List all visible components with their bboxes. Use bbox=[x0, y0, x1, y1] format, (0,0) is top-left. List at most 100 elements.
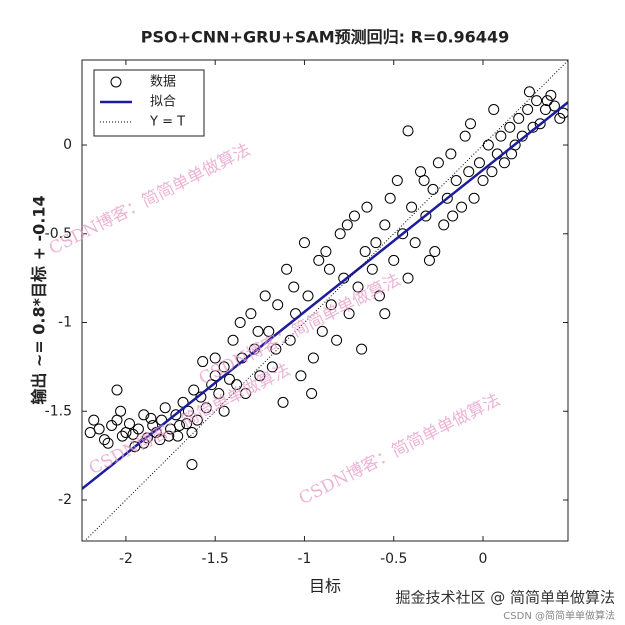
data-point bbox=[441, 192, 453, 204]
data-point bbox=[197, 356, 209, 368]
y-tick-label: -1.5 bbox=[45, 403, 72, 419]
data-point bbox=[373, 290, 385, 302]
data-point bbox=[548, 100, 560, 112]
data-point bbox=[259, 290, 271, 302]
data-point bbox=[234, 317, 246, 329]
y-tick-label: -2 bbox=[58, 492, 72, 508]
data-point bbox=[423, 254, 435, 266]
x-tick-label: -0.5 bbox=[380, 551, 407, 567]
data-point bbox=[98, 434, 110, 446]
data-point bbox=[406, 201, 418, 213]
plot-frame bbox=[81, 59, 569, 542]
data-point bbox=[482, 139, 494, 151]
x-axis-label: 目标 bbox=[309, 577, 341, 596]
fit-line bbox=[82, 101, 568, 490]
data-point bbox=[252, 325, 264, 337]
data-point bbox=[334, 228, 346, 240]
legend-label: 拟合 bbox=[150, 95, 176, 110]
data-point bbox=[245, 308, 257, 320]
data-point bbox=[213, 388, 225, 400]
data-point bbox=[388, 254, 400, 266]
data-point bbox=[186, 427, 198, 439]
data-point bbox=[111, 384, 123, 396]
data-point bbox=[352, 281, 364, 293]
data-point bbox=[93, 423, 105, 435]
legend-label: Y = T bbox=[149, 115, 185, 130]
data-point bbox=[420, 210, 432, 222]
data-point bbox=[313, 254, 325, 266]
data-point bbox=[163, 430, 175, 442]
data-point bbox=[463, 166, 475, 178]
data-point bbox=[348, 210, 360, 222]
data-point bbox=[468, 192, 480, 204]
data-point bbox=[477, 175, 489, 187]
data-point bbox=[459, 130, 471, 142]
y-axis-label: 输出 ~= 0.8*目标 + -0.14 bbox=[30, 195, 49, 404]
data-point bbox=[456, 201, 468, 213]
data-point bbox=[397, 228, 409, 240]
data-point bbox=[209, 370, 221, 382]
data-point bbox=[272, 299, 284, 311]
data-point bbox=[447, 210, 459, 222]
data-point bbox=[513, 112, 525, 124]
data-point bbox=[186, 459, 198, 471]
data-point bbox=[391, 175, 403, 187]
data-point bbox=[495, 130, 507, 142]
data-point bbox=[402, 125, 414, 137]
data-point bbox=[218, 405, 230, 417]
data-point bbox=[200, 402, 212, 414]
data-point bbox=[432, 157, 444, 169]
data-point bbox=[379, 308, 391, 320]
data-point bbox=[450, 175, 462, 187]
data-point bbox=[316, 325, 328, 337]
data-point bbox=[418, 175, 430, 187]
data-point bbox=[188, 384, 200, 396]
data-point bbox=[409, 237, 421, 249]
data-point bbox=[445, 148, 457, 160]
data-point bbox=[341, 219, 353, 231]
data-point bbox=[254, 370, 266, 382]
data-point bbox=[379, 219, 391, 231]
data-point bbox=[307, 352, 319, 364]
data-point bbox=[302, 290, 314, 302]
data-point bbox=[361, 201, 373, 213]
data-point bbox=[181, 418, 193, 430]
data-point bbox=[438, 219, 450, 231]
data-point bbox=[102, 437, 114, 449]
plot-marks bbox=[82, 60, 568, 541]
data-point bbox=[284, 334, 296, 346]
data-point bbox=[522, 104, 534, 116]
data-point bbox=[473, 157, 485, 169]
data-point bbox=[277, 396, 289, 408]
data-point bbox=[488, 104, 500, 116]
data-point bbox=[486, 166, 498, 178]
data-point bbox=[545, 89, 557, 101]
data-point bbox=[298, 237, 310, 249]
data-point bbox=[182, 405, 194, 417]
data-point bbox=[270, 343, 282, 355]
data-point bbox=[343, 308, 355, 320]
data-point bbox=[325, 299, 337, 311]
data-point bbox=[320, 246, 332, 258]
x-tick-label: -1 bbox=[297, 551, 311, 567]
data-point bbox=[223, 373, 235, 385]
data-point bbox=[554, 112, 566, 124]
data-point bbox=[172, 430, 184, 442]
data-point bbox=[159, 402, 171, 414]
y-tick-label: -0.5 bbox=[45, 226, 72, 242]
data-point bbox=[227, 334, 239, 346]
footer-text: 掘金技术社区 @ 简简单单做算法 bbox=[395, 589, 615, 607]
x-tick-label: 0 bbox=[479, 551, 488, 567]
y-tick-label: -1 bbox=[58, 315, 72, 331]
data-point bbox=[531, 95, 543, 107]
data-point bbox=[534, 118, 546, 130]
data-point bbox=[359, 246, 371, 258]
data-point bbox=[141, 432, 153, 444]
data-point bbox=[523, 86, 535, 98]
data-point bbox=[173, 419, 185, 431]
data-point bbox=[504, 121, 516, 133]
data-point bbox=[384, 192, 396, 204]
data-point bbox=[263, 325, 275, 337]
data-point bbox=[370, 237, 382, 249]
